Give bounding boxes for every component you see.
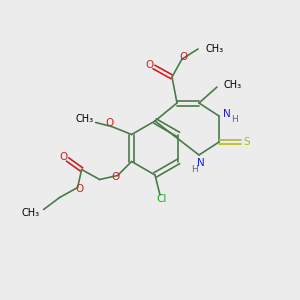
Text: O: O	[59, 152, 68, 163]
Text: CH₃: CH₃	[206, 44, 224, 54]
Text: O: O	[106, 118, 114, 128]
Text: O: O	[180, 52, 188, 62]
Text: N: N	[197, 158, 205, 168]
Text: Cl: Cl	[157, 194, 167, 204]
Text: S: S	[244, 137, 250, 147]
Text: N: N	[223, 109, 231, 119]
Text: O: O	[112, 172, 120, 182]
Text: H: H	[232, 116, 238, 124]
Text: O: O	[146, 60, 154, 70]
Text: CH₃: CH₃	[223, 80, 241, 90]
Text: H: H	[192, 166, 198, 175]
Text: CH₃: CH₃	[76, 113, 94, 124]
Text: CH₃: CH₃	[22, 208, 40, 218]
Text: O: O	[76, 184, 84, 194]
